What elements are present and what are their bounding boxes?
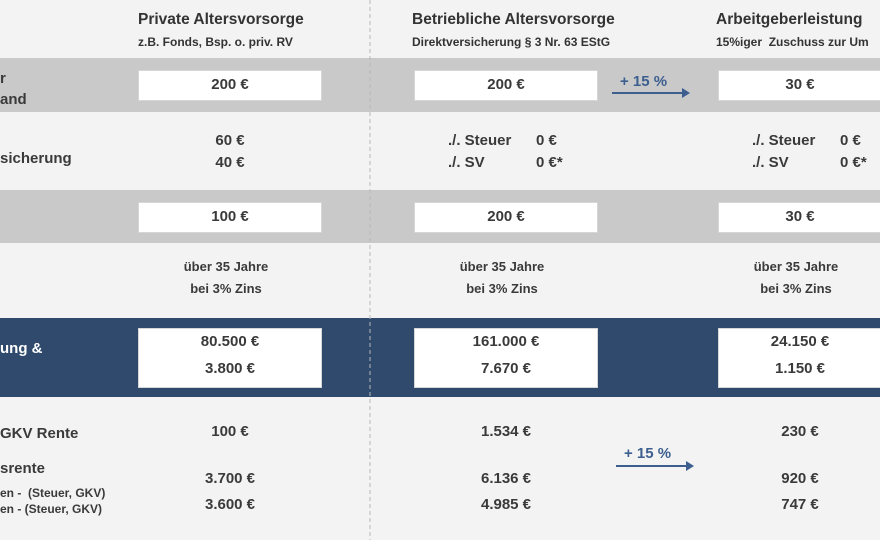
value-box: [414, 328, 598, 388]
value: 200 €: [487, 208, 525, 225]
row-label: and: [0, 91, 27, 108]
value: 100 €: [211, 208, 249, 225]
deduction-label: ./. SV: [752, 154, 789, 171]
arrow: [616, 461, 694, 471]
period: über 35 Jahre: [459, 259, 545, 274]
row-label: ung &: [0, 340, 43, 357]
result-value: 24.150 €: [770, 333, 830, 350]
value: 230 €: [781, 423, 819, 440]
value-box: [718, 328, 880, 388]
value-box: [414, 202, 598, 233]
value: 4.985 €: [480, 496, 532, 513]
column-subtitle: Direktversicherung § 3 Nr. 63 EStG: [412, 35, 611, 49]
arrow: [612, 88, 690, 98]
result-value: 7.670 €: [480, 360, 532, 377]
column-subtitle: z.B. Fonds, Bsp. o. priv. RV: [138, 35, 293, 49]
value-box: [138, 70, 322, 101]
row-label: en - (Steuer, GKV): [0, 486, 106, 500]
value: 920 €: [781, 470, 819, 487]
value-box: [138, 202, 322, 233]
arrow-label: + 15 %: [620, 73, 668, 90]
deduction: 60 €: [215, 132, 245, 149]
arrow-label: + 15 %: [624, 445, 672, 462]
deduction: 40 €: [215, 154, 245, 171]
deduction-value: 0 €*: [840, 154, 867, 171]
deduction-label: ./. Steuer: [448, 132, 512, 149]
period: bei 3% Zins: [760, 281, 832, 296]
value: 1.534 €: [480, 423, 532, 440]
period: bei 3% Zins: [190, 281, 262, 296]
deduction-value: 0 €: [840, 132, 861, 149]
period: über 35 Jahre: [183, 259, 269, 274]
period: bei 3% Zins: [466, 281, 538, 296]
deduction-label: ./. Steuer: [752, 132, 816, 149]
result-value: 3.800 €: [204, 360, 256, 377]
row-label: GKV Rente: [0, 425, 79, 442]
value-box: [414, 70, 598, 101]
column-title: Arbeitgeberleistung: [716, 11, 863, 28]
value: 30 €: [785, 208, 815, 225]
value-box: [138, 328, 322, 388]
result-value: 161.000 €: [472, 333, 540, 350]
value: 6.136 €: [480, 470, 532, 487]
deduction-value: 0 €: [536, 132, 557, 149]
value: 747 €: [781, 496, 819, 513]
value: 200 €: [487, 76, 525, 93]
value-box: [718, 202, 880, 233]
value: 200 €: [211, 76, 249, 93]
result-value: 80.500 €: [200, 333, 260, 350]
period: über 35 Jahre: [753, 259, 839, 274]
column-title: Private Altersvorsorge: [138, 11, 304, 28]
deduction-label: ./. SV: [448, 154, 485, 171]
value: 100 €: [211, 423, 249, 440]
row-label: srente: [0, 460, 46, 477]
value: 3.700 €: [204, 470, 256, 487]
column-subtitle: 15%iger Zuschuss zur Um: [716, 35, 869, 49]
column-title: Betriebliche Altersvorsorge: [412, 11, 615, 28]
row-label: sicherung: [0, 150, 72, 167]
deduction-value: 0 €*: [536, 154, 563, 171]
row-label: r: [0, 70, 6, 87]
value-box: [718, 70, 880, 101]
value: 3.600 €: [204, 496, 256, 513]
value: 30 €: [785, 76, 815, 93]
result-value: 1.150 €: [774, 360, 826, 377]
row-label: en - (Steuer, GKV): [0, 502, 103, 516]
